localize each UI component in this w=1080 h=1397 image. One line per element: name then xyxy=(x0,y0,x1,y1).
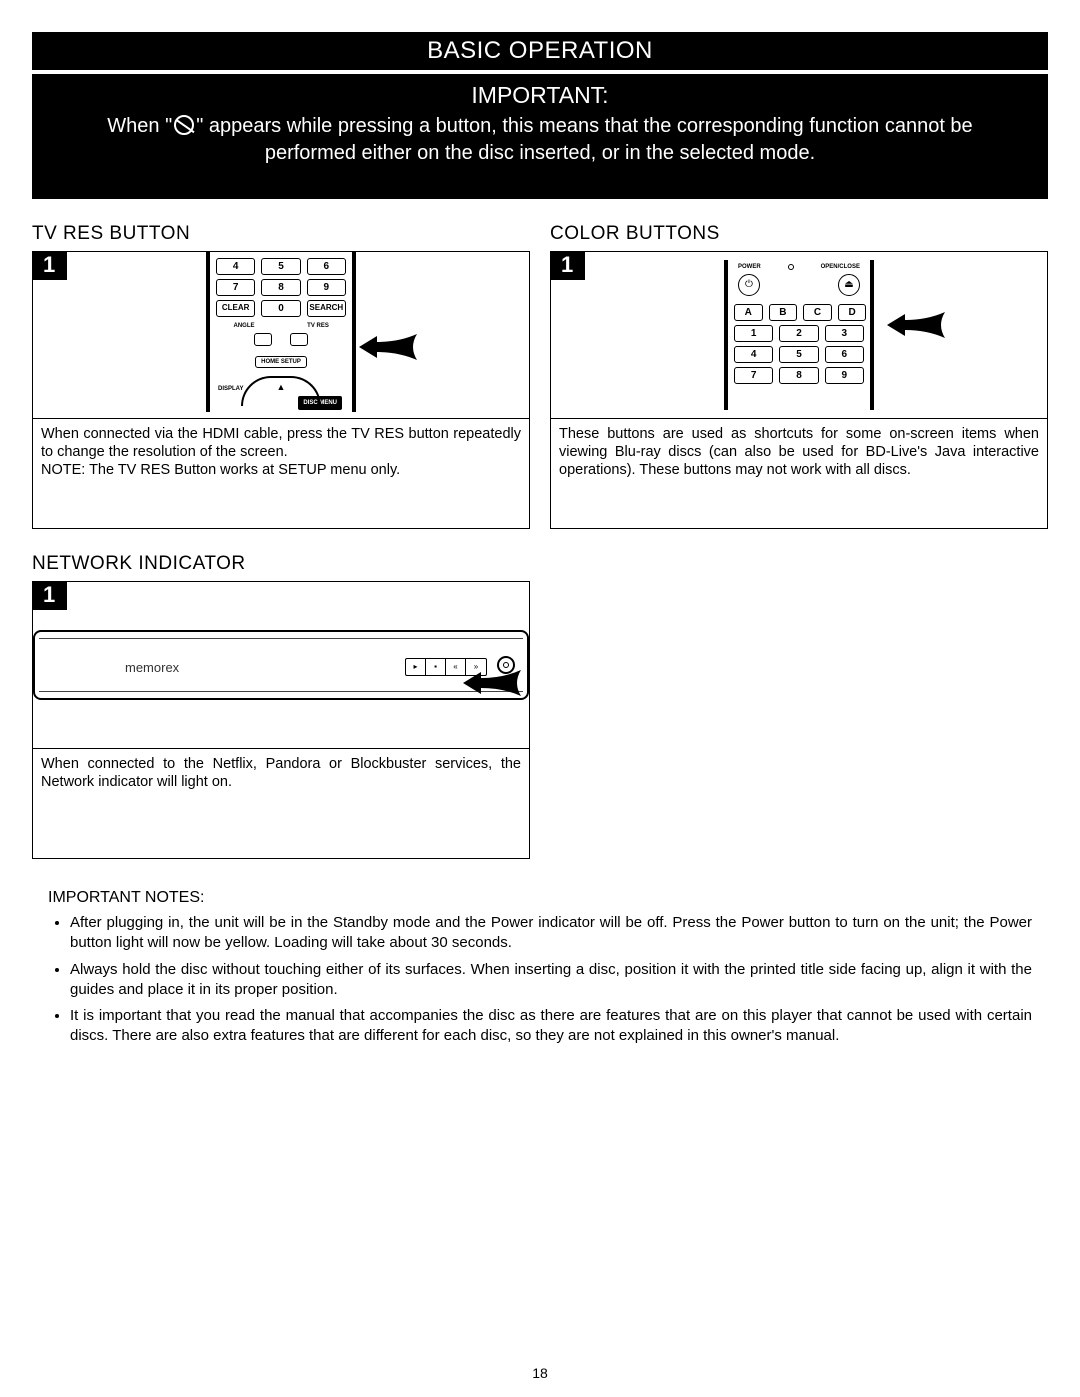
remote-btn: 8 xyxy=(261,279,300,296)
note-item: After plugging in, the unit will be in t… xyxy=(70,913,1032,954)
led-dot-icon xyxy=(788,264,794,270)
front-btn: ▸ xyxy=(406,659,426,675)
remote-pill xyxy=(254,333,272,346)
page-number: 18 xyxy=(0,1365,1080,1381)
pointer-arrow-icon xyxy=(359,334,419,360)
notes-list: After plugging in, the unit will be in t… xyxy=(48,913,1032,1047)
color-illustration: POWER OPEN/CLOSE ⏻ ⏏ A B C xyxy=(551,252,1047,418)
tvres-label: TV RES xyxy=(290,323,346,329)
color-btn-d: D xyxy=(838,304,867,321)
network-panel: 1 memorex ▸ ▪ « » xyxy=(32,581,530,859)
tvres-panel: 1 4 5 6 7 8 9 CLE xyxy=(32,251,530,529)
remote-btn: 5 xyxy=(261,258,300,275)
remote-btn: 8 xyxy=(779,367,818,384)
section-row-1: TV RES BUTTON 1 4 5 6 7 8 9 xyxy=(32,213,1048,859)
prohibit-icon xyxy=(174,115,194,135)
eject-icon: ⏏ xyxy=(838,274,860,296)
important-post: " appears while pressing a button, this … xyxy=(196,115,972,164)
color-btn-b: B xyxy=(769,304,798,321)
remote-btn-search: SEARCH xyxy=(307,300,346,317)
remote-fragment: 4 5 6 7 8 9 CLEAR 0 SEARCH xyxy=(206,252,356,412)
tvres-col: TV RES BUTTON 1 4 5 6 7 8 9 xyxy=(32,213,530,859)
tvres-illustration: 4 5 6 7 8 9 CLEAR 0 SEARCH xyxy=(33,252,529,418)
remote-btn: 7 xyxy=(216,279,255,296)
color-col: COLOR BUTTONS 1 POWER OPEN/CLOSE ⏻ ⏏ xyxy=(550,213,1048,859)
display-label: DISPLAY xyxy=(218,386,243,392)
important-notice: IMPORTANT: When " " appears while pressin… xyxy=(32,74,1048,199)
remote-btn: 0 xyxy=(261,300,300,317)
important-text: When " " appears while pressing a button,… xyxy=(62,113,1018,167)
tvres-heading: TV RES BUTTON xyxy=(32,223,530,245)
color-text: These buttons are used as shortcuts for … xyxy=(551,418,1047,528)
important-notes: IMPORTANT NOTES: After plugging in, the … xyxy=(32,889,1048,1047)
manual-page: BASIC OPERATION IMPORTANT: When " " appea… xyxy=(0,0,1080,1397)
remote-btn: 7 xyxy=(734,367,773,384)
network-text: When connected to the Netflix, Pandora o… xyxy=(33,748,529,858)
important-title: IMPORTANT: xyxy=(62,80,1018,111)
power-icon: ⏻ xyxy=(738,274,760,296)
remote-btn: 9 xyxy=(825,367,864,384)
tvres-text: When connected via the HDMI cable, press… xyxy=(33,418,529,528)
color-desc: These buttons are used as shortcuts for … xyxy=(559,426,1039,478)
step-badge: 1 xyxy=(551,252,585,280)
player-front: memorex ▸ ▪ « » xyxy=(33,610,529,720)
open-label: OPEN/CLOSE xyxy=(821,264,860,270)
note-item: Always hold the disc without touching ei… xyxy=(70,960,1032,1001)
remote-btn: 4 xyxy=(734,346,773,363)
remote-btn: 5 xyxy=(779,346,818,363)
remote-pill xyxy=(290,333,308,346)
remote-btn: 1 xyxy=(734,325,773,342)
pointer-arrow-icon xyxy=(887,312,947,338)
page-banner: BASIC OPERATION xyxy=(32,32,1048,70)
brand-label: memorex xyxy=(125,660,179,675)
remote-btn: 9 xyxy=(307,279,346,296)
step-badge: 1 xyxy=(33,252,67,280)
color-panel: 1 POWER OPEN/CLOSE ⏻ ⏏ xyxy=(550,251,1048,529)
remote-btn: 4 xyxy=(216,258,255,275)
color-btn-a: A xyxy=(734,304,763,321)
tvres-desc: When connected via the HDMI cable, press… xyxy=(41,426,521,460)
step-badge: 1 xyxy=(33,582,67,610)
remote-btn: 3 xyxy=(825,325,864,342)
color-heading: COLOR BUTTONS xyxy=(550,223,1048,245)
note-item: It is important that you read the manual… xyxy=(70,1006,1032,1047)
front-btn: ▪ xyxy=(426,659,446,675)
notes-title: IMPORTANT NOTES: xyxy=(48,889,1032,907)
tvres-note: NOTE: The TV RES Button works at SETUP m… xyxy=(41,462,400,478)
power-label: POWER xyxy=(738,264,761,270)
remote-btn: 6 xyxy=(825,346,864,363)
network-illustration: memorex ▸ ▪ « » xyxy=(33,582,529,748)
player-chassis: memorex ▸ ▪ « » xyxy=(33,630,529,700)
remote-btn: 2 xyxy=(779,325,818,342)
angle-label: ANGLE xyxy=(216,323,272,329)
color-btn-c: C xyxy=(803,304,832,321)
nav-up-arc xyxy=(241,376,321,406)
important-pre: When " xyxy=(107,115,172,137)
remote-btn: 6 xyxy=(307,258,346,275)
remote-btn-clear: CLEAR xyxy=(216,300,255,317)
pointer-arrow-icon xyxy=(463,670,523,696)
network-heading: NETWORK INDICATOR xyxy=(32,553,530,575)
remote-fragment: POWER OPEN/CLOSE ⏻ ⏏ A B C xyxy=(724,260,874,410)
home-setup-btn: HOME SETUP xyxy=(255,356,307,368)
network-desc: When connected to the Netflix, Pandora o… xyxy=(41,756,521,790)
